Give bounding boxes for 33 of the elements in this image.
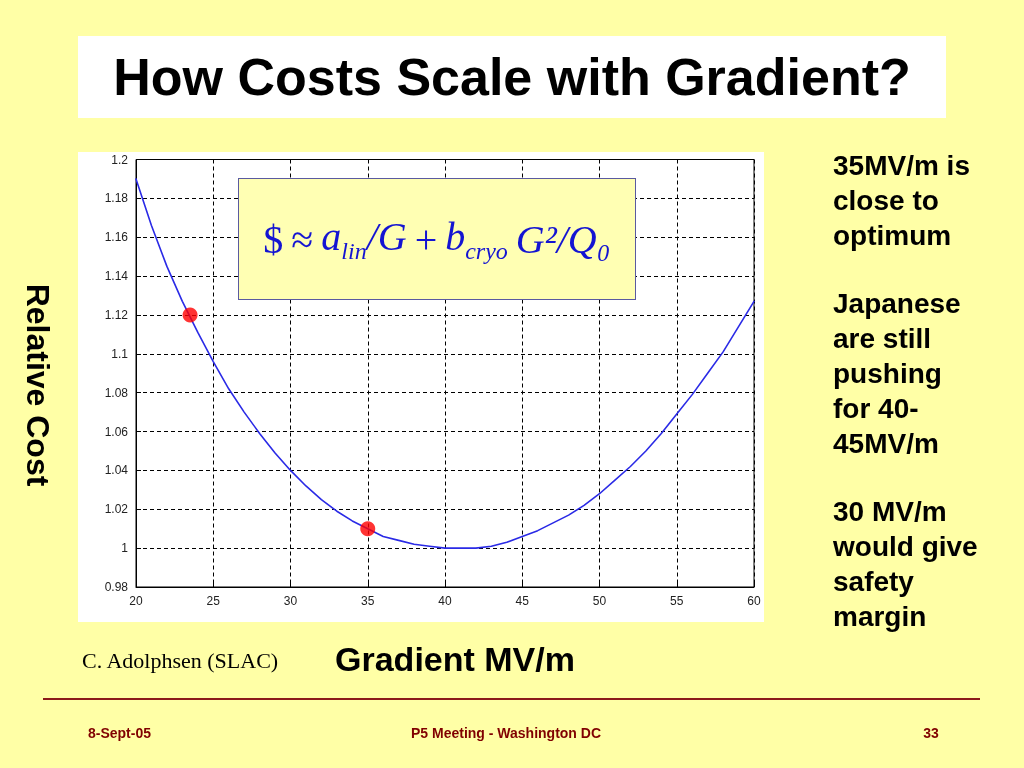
text: C. Adolphsen (SLAC) [82, 648, 279, 674]
y-tick-label: 1.16 [104, 230, 129, 245]
y-tick-label: 0.98 [104, 580, 129, 594]
y-tick-label: 1.14 [104, 269, 129, 284]
x-tick-label: 35 [361, 594, 375, 608]
y-tick-label: 1.1 [111, 346, 129, 361]
text: P5 Meeting - Washington DC [410, 725, 602, 741]
y-tick-label: 1.04 [104, 463, 129, 478]
y-tick-label: 1.18 [104, 191, 129, 206]
x-tick-label: 55 [670, 594, 684, 608]
x-tick-label: 30 [283, 594, 298, 608]
text: $ ≈ a$_{lin}$/G + b$_{cryo}$ G²/Q₀ [263, 214, 611, 264]
text: 30 MV/m would give safety margin [833, 495, 978, 634]
x-tick-label: 40 [438, 594, 452, 608]
y-axis-title: Relative Cost [18, 283, 56, 487]
text: 33 [923, 725, 939, 741]
x-tick-label: 50 [592, 594, 607, 608]
y-tick-label: 1.2 [111, 152, 129, 167]
x-tick-label: 20 [129, 594, 143, 608]
y-tick-label: 1 [121, 541, 129, 556]
y-tick-label: 1.08 [104, 385, 129, 400]
x-tick-label: 25 [206, 594, 221, 608]
y-tick-label: 1.12 [104, 307, 129, 322]
text: Japanese are still pushing for 40- 45MV/m [833, 287, 962, 461]
y-tick-label: 1.02 [104, 502, 129, 517]
text: 35MV/m is close to optimum [833, 149, 971, 253]
line-series [135, 178, 755, 549]
x-axis-title: Gradient MV/m [335, 639, 575, 679]
text: 8-Sept-05 [88, 725, 152, 741]
x-tick-label: 60 [747, 594, 761, 608]
x-tick-label: 45 [515, 594, 530, 608]
chart-title: How Costs Scale with Gradient? [78, 36, 946, 118]
y-tick-label: 1.06 [104, 424, 129, 439]
